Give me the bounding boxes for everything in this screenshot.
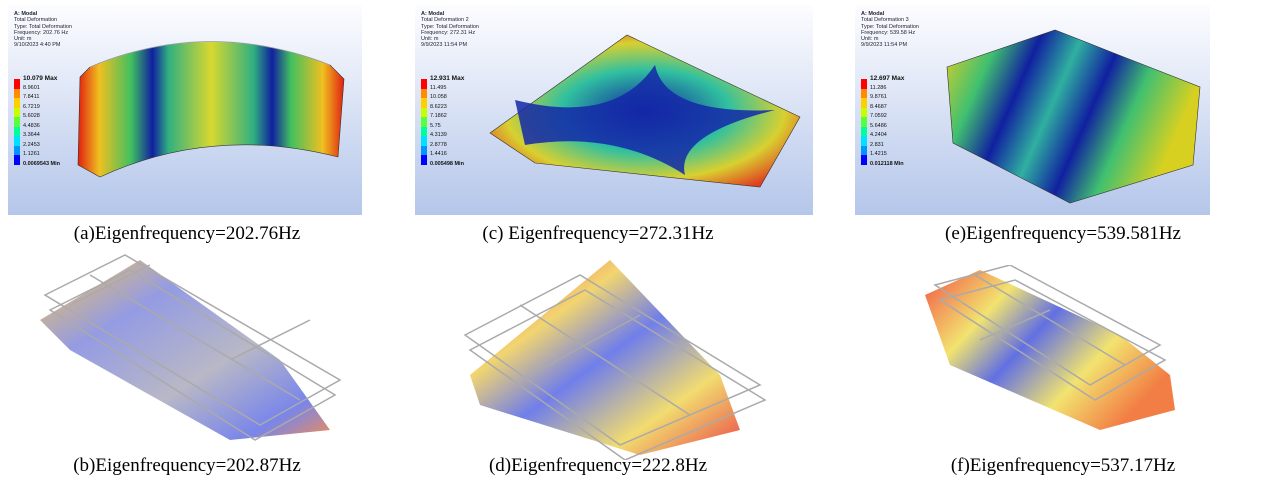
legend-swatch bbox=[14, 136, 20, 146]
legend-label: 5.6028 bbox=[23, 113, 40, 119]
legend-label: 10.079 Max bbox=[23, 75, 57, 82]
legend-swatch bbox=[421, 89, 427, 99]
info-line: Type: Total Deformation bbox=[421, 24, 479, 30]
legend-label: 4.2404 bbox=[870, 132, 887, 138]
legend-swatch bbox=[421, 136, 427, 146]
legend-swatch bbox=[14, 117, 20, 127]
legend-label: 1.4215 bbox=[870, 151, 887, 157]
legend-label: 11.286 bbox=[870, 85, 886, 91]
info-line: Type: Total Deformation bbox=[14, 24, 72, 30]
legend-swatch bbox=[861, 108, 867, 118]
legend-swatch bbox=[421, 108, 427, 118]
mode-shape-b bbox=[30, 250, 360, 450]
legend-label: 6.7219 bbox=[23, 104, 40, 110]
caption: (d)Eigenfrequency=222.8Hz bbox=[489, 455, 707, 477]
mode-shape-d bbox=[460, 255, 790, 460]
legend-swatch bbox=[861, 127, 867, 137]
caption: (e)Eigenfrequency=539.581Hz bbox=[945, 223, 1181, 245]
legend-label: 2.8778 bbox=[430, 142, 447, 148]
legend-swatch bbox=[14, 89, 20, 99]
legend-swatch bbox=[861, 79, 867, 89]
legend-swatch bbox=[861, 155, 867, 165]
legend-label: 9.8761 bbox=[870, 94, 887, 100]
legend-swatch bbox=[421, 79, 427, 89]
legend-swatch bbox=[861, 146, 867, 156]
legend-swatch bbox=[14, 98, 20, 108]
legend-swatch bbox=[421, 127, 427, 137]
info-line: 9/10/2023 4:40 PM bbox=[14, 42, 72, 48]
info-line: Type: Total Deformation bbox=[861, 24, 919, 30]
legend-label: 7.0592 bbox=[870, 113, 887, 119]
caption: (a)Eigenfrequency=202.76Hz bbox=[74, 223, 300, 245]
legend-swatch bbox=[861, 98, 867, 108]
legend-label: 5.6486 bbox=[870, 123, 887, 129]
figure: A: ModalTotal DeformationType: Total Def… bbox=[0, 0, 1271, 487]
legend-label: 5.75 bbox=[430, 123, 441, 129]
mode-shape-f bbox=[920, 265, 1210, 435]
legend-swatch bbox=[421, 98, 427, 108]
caption: (b)Eigenfrequency=202.87Hz bbox=[73, 455, 301, 477]
legend-label: 7.8411 bbox=[23, 94, 39, 100]
legend-label: 4.4836 bbox=[23, 123, 40, 129]
legend-label: 1.1261 bbox=[23, 151, 40, 157]
legend-label: 11.495 bbox=[430, 85, 446, 91]
legend-label: 3.3644 bbox=[23, 132, 40, 138]
legend-swatch bbox=[421, 146, 427, 156]
legend-swatch bbox=[421, 155, 427, 165]
legend-label: 12.931 Max bbox=[430, 75, 464, 82]
legend-label: 8.4687 bbox=[870, 104, 887, 110]
legend-label: 2.831 bbox=[870, 142, 884, 148]
legend-label: 8.9601 bbox=[23, 85, 40, 91]
legend-label: 0.0069543 Min bbox=[23, 161, 60, 167]
legend-swatch bbox=[861, 136, 867, 146]
legend-label: 0.005498 Min bbox=[430, 161, 464, 167]
legend-label: 1.4416 bbox=[430, 151, 447, 157]
legend-label: 8.6223 bbox=[430, 104, 447, 110]
legend-swatch bbox=[14, 127, 20, 137]
legend-swatch bbox=[14, 146, 20, 156]
legend-label: 2.2453 bbox=[23, 142, 40, 148]
caption: (c) Eigenfrequency=272.31Hz bbox=[482, 223, 713, 245]
legend-swatch bbox=[14, 79, 20, 89]
legend-swatch bbox=[421, 117, 427, 127]
legend-label: 0.012118 Min bbox=[870, 161, 904, 167]
legend-label: 4.3139 bbox=[430, 132, 447, 138]
caption: (f)Eigenfrequency=537.17Hz bbox=[951, 455, 1175, 477]
legend-swatch bbox=[14, 108, 20, 118]
info-line: 9/9/2023 11:54 PM bbox=[421, 42, 479, 48]
legend-swatch bbox=[861, 89, 867, 99]
legend-label: 10.058 bbox=[430, 94, 447, 100]
legend-swatch bbox=[14, 155, 20, 165]
legend-label: 12.697 Max bbox=[870, 75, 904, 82]
info-line: 9/9/2023 11:54 PM bbox=[861, 42, 919, 48]
legend-swatch bbox=[861, 117, 867, 127]
legend-label: 7.1862 bbox=[430, 113, 447, 119]
